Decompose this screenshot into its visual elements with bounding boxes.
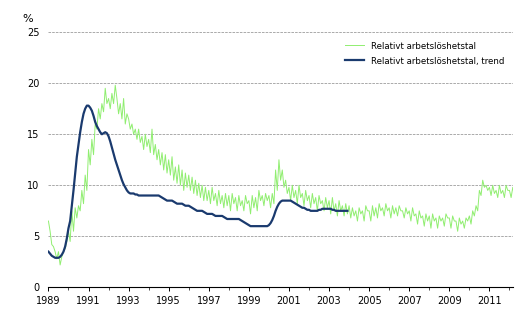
Relativt arbetslöshetstal, trend: [82, 107, 88, 110]
Relativt arbetslöshetstal: [364, 209, 371, 213]
Relativt arbetslöshetstal, trend: [50, 255, 57, 259]
Legend: Relativt arbetslöshetstal, Relativt arbetslöshetstal, trend: Relativt arbetslöshetstal, Relativt arbe…: [339, 37, 509, 71]
Relativt arbetslöshetstal: [57, 263, 63, 267]
Relativt arbetslöshetstal: [127, 127, 133, 131]
Relativt arbetslöshetstal, trend: [84, 104, 90, 108]
Relativt arbetslöshetstal: [45, 219, 51, 223]
Relativt arbetslöshetstal: [151, 153, 157, 157]
Relativt arbetslöshetstal, trend: [111, 152, 117, 155]
Relativt arbetslöshetstal, trend: [344, 209, 350, 213]
Line: Relativt arbetslöshetstal, trend: Relativt arbetslöshetstal, trend: [48, 106, 347, 258]
Text: %: %: [23, 14, 34, 24]
Relativt arbetslöshetstal: [257, 199, 264, 202]
Relativt arbetslöshetstal, trend: [52, 256, 58, 260]
Relativt arbetslöshetstal, trend: [162, 198, 169, 202]
Relativt arbetslöshetstal, trend: [338, 209, 344, 213]
Relativt arbetslöshetstal: [503, 183, 509, 187]
Line: Relativt arbetslöshetstal: Relativt arbetslöshetstal: [48, 85, 519, 265]
Relativt arbetslöshetstal: [112, 83, 118, 87]
Relativt arbetslöshetstal, trend: [45, 250, 51, 254]
Relativt arbetslöshetstal, trend: [314, 209, 320, 213]
